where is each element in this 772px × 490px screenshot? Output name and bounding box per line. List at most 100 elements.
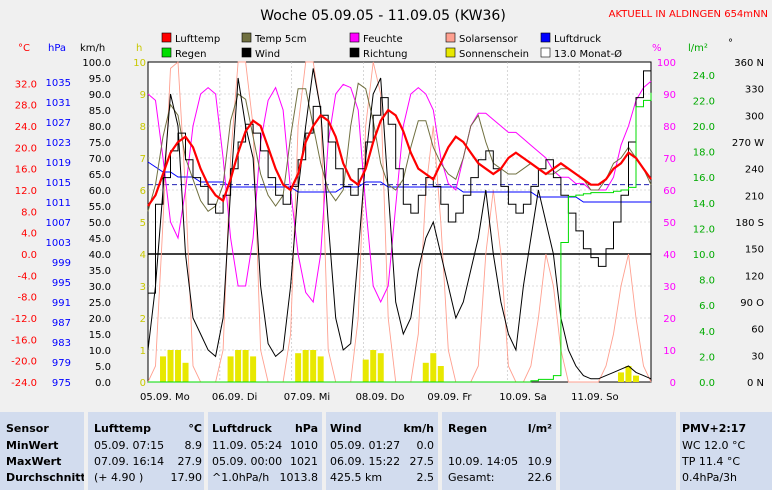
temp-tick-label: 28.0 — [15, 101, 37, 112]
rain-tick-label: 2.0 — [699, 352, 715, 363]
separator — [676, 412, 680, 490]
rain-tick-label: 8.0 — [699, 276, 715, 287]
wind-unit: km/h — [403, 422, 434, 435]
station-label: AKTUELL IN ALDINGEN 654mNN — [609, 9, 768, 20]
rain-tick-label: 10.0 — [693, 250, 715, 261]
right-axes: 100908070605040302010024.022.020.018.016… — [657, 58, 764, 389]
sunshine-bar — [235, 350, 242, 382]
legend-swatch — [540, 32, 551, 43]
pressure-tick-label: 975 — [52, 378, 71, 389]
unit-rain: l/m² — [688, 43, 708, 54]
x-tick-label: 05.09. Mo — [140, 392, 190, 403]
pressure-tick-label: 991 — [52, 298, 71, 309]
regen-max-time: 10.09. 14:05 — [448, 455, 519, 468]
pmv-dewpoint: TP 11.4 °C — [682, 455, 741, 468]
unit-sun: h — [136, 43, 142, 54]
x-tick-label: 06.09. Di — [212, 392, 257, 403]
humidity-tick-label: 60 — [663, 186, 676, 197]
legend-label: Wind — [255, 49, 280, 60]
regen-unit: l/m² — [527, 422, 552, 435]
legend-label: Feuchte — [363, 34, 403, 45]
humidity-tick-label: 50 — [663, 218, 676, 229]
rain-tick-label: 16.0 — [693, 173, 715, 184]
temp-tick-label: 24.0 — [15, 122, 37, 133]
sun-tick-label: 3 — [140, 282, 146, 293]
sunshine-bar — [317, 356, 324, 382]
humidity-tick-label: 20 — [663, 314, 676, 325]
humidity-tick-label: 0 — [670, 378, 676, 389]
sunshine-bar — [617, 372, 624, 382]
temp-tick-label: -12.0 — [11, 314, 37, 325]
sun-tick-label: 9 — [140, 90, 146, 101]
temp-tick-label: 4.0 — [21, 229, 37, 240]
wind-min-time: 05.09. 01:27 — [330, 439, 401, 452]
x-tick-label: 08.09. Do — [356, 392, 405, 403]
legend: Lufttemp Temp 5cm Feuchte Solarsensor Luftdr… — [161, 32, 622, 60]
luftdruck-min-value: 1010 — [290, 439, 318, 452]
sunshine-bar — [182, 362, 189, 382]
pressure-tick-label: 1019 — [46, 158, 71, 169]
sunshine-bar — [310, 350, 317, 382]
sunshine-bar — [167, 350, 174, 382]
pmv-header: PMV+2:17 — [682, 422, 747, 435]
row-label-avg: Durchschnitt — [6, 471, 86, 484]
direction-tick-label: 240 — [745, 165, 764, 176]
wind-tick-label: 5.0 — [95, 362, 111, 373]
pressure-tick-label: 1011 — [46, 198, 71, 209]
unit-humidity: % — [652, 43, 662, 54]
wind-tick-label: 55.0 — [89, 202, 111, 213]
luftdruck-unit: hPa — [294, 422, 318, 435]
humidity-tick-label: 10 — [663, 346, 676, 357]
legend-label: Luftdruck — [554, 34, 601, 45]
luftdruck-trend: ^1.0hPa/h — [212, 471, 270, 484]
direction-tick-label: 270 W — [732, 138, 764, 149]
series-lufttemp — [147, 108, 652, 207]
legend-label: 13.0 Monat-Ø — [554, 48, 622, 60]
unit-pressure: hPa — [48, 43, 66, 54]
sunshine-bar — [632, 375, 639, 382]
humidity-tick-label: 40 — [663, 250, 676, 261]
rain-tick-label: 0.0 — [699, 378, 715, 389]
direction-tick-label: 120 — [745, 271, 764, 282]
direction-tick-label: 210 — [745, 191, 764, 202]
row-label-min: MinWert — [6, 439, 59, 452]
temp-tick-label: 32.0 — [15, 79, 37, 90]
unit-wind: km/h — [80, 43, 105, 54]
sunshine-bar — [227, 356, 234, 382]
legend-swatch — [241, 47, 252, 58]
wind-tick-label: 25.0 — [89, 298, 111, 309]
regen-total-value: 22.6 — [527, 471, 553, 484]
humidity-tick-label: 80 — [663, 122, 676, 133]
sunshine-bar — [302, 350, 309, 382]
pressure-tick-label: 987 — [52, 318, 71, 329]
humidity-tick-label: 100 — [657, 58, 676, 69]
sunshine-bar — [362, 359, 369, 382]
x-axis: 05.09. Mo 06.09. Di 07.09. Mi 08.09. Do 09.0… — [140, 392, 619, 403]
legend-label: Lufttemp — [175, 34, 220, 45]
wind-tick-label: 95.0 — [89, 74, 111, 85]
wind-min-value: 0.0 — [416, 439, 435, 452]
temp-tick-label: 20.0 — [15, 143, 37, 154]
sunshine-bar — [160, 356, 167, 382]
sun-tick-label: 1 — [140, 346, 146, 357]
temp-tick-label: 16.0 — [15, 165, 37, 176]
sunshine-bar — [437, 366, 444, 382]
x-tick-label: 09.09. Fr — [427, 392, 472, 403]
grid — [148, 62, 651, 382]
rain-tick-label: 14.0 — [693, 199, 715, 210]
wind-tick-label: 40.0 — [89, 250, 111, 261]
x-tick-label: 07.09. Mi — [284, 392, 330, 403]
rain-tick-label: 12.0 — [693, 224, 715, 235]
pmv-pressure-trend: 0.4hPa/3h — [682, 471, 738, 484]
pmv-windchill: WC 12.0 °C — [682, 439, 746, 452]
x-tick-label: 10.09. Sa — [499, 392, 546, 403]
temp-tick-label: 8.0 — [21, 207, 37, 218]
regen-total-label: Gesamt: — [448, 471, 495, 484]
legend-label: Temp 5cm — [254, 34, 306, 45]
wind-max-value: 27.5 — [409, 455, 435, 468]
sunshine-bar — [250, 356, 257, 382]
sunshine-bar — [370, 350, 377, 382]
series-feuchte — [147, 80, 652, 304]
wind-tick-label: 10.0 — [89, 346, 111, 357]
lufttemp-min-time: 05.09. 07:15 — [94, 439, 165, 452]
